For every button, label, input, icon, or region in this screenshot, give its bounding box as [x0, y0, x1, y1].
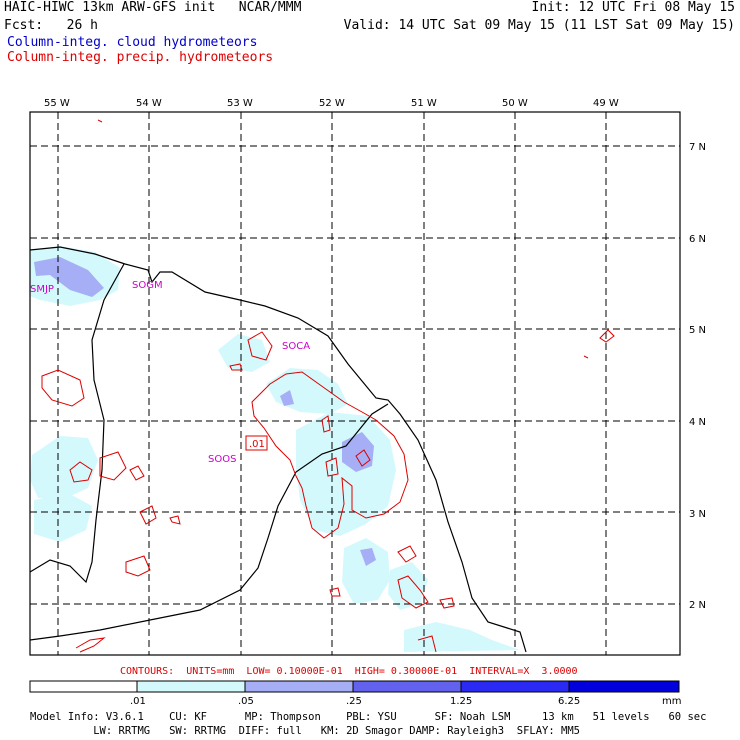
lon-label: 53 W [227, 98, 253, 109]
contour-label-box [245, 435, 268, 451]
colorbar-tick: 6.25 [558, 696, 580, 707]
colorbar-tick: 1.25 [450, 696, 472, 707]
station-label: SOOS [208, 454, 236, 465]
lat-label: 4 N [689, 417, 706, 428]
colorbar-tick: .25 [346, 696, 362, 707]
precip-contours [41, 119, 615, 653]
model-info-line2: LW: RRTMG SW: RRTMG DIFF: full KM: 2D Sm… [30, 725, 580, 737]
grid [30, 112, 680, 655]
lat-label: 6 N [689, 234, 706, 245]
station-label: SOGM [132, 280, 163, 291]
colorbar-tick: .05 [238, 696, 254, 707]
coastlines [29, 246, 527, 653]
colorbar-tick: .01 [130, 696, 146, 707]
colorbar-units: mm [662, 696, 681, 707]
station-labels: SMJP SOGM SOCA SOOS [30, 280, 310, 465]
lat-label: 7 N [689, 142, 706, 153]
map-frame [29, 111, 681, 656]
field-precip-label: Column-integ. precip. hydrometeors [7, 50, 274, 65]
lon-label: 54 W [136, 98, 162, 109]
model-info-line1: Model Info: V3.6.1 CU: KF MP: Thompson P… [30, 711, 707, 723]
lon-label: 52 W [319, 98, 345, 109]
model-title: HAIC-HIWC 13km ARW-GFS init NCAR/MMM [4, 0, 302, 15]
valid-time: Valid: 14 UTC Sat 09 May 15 (11 LST Sat … [343, 18, 735, 33]
station-label: SMJP [30, 284, 54, 295]
contours-info: CONTOURS: UNITS=mm LOW= 0.10000E-01 HIGH… [120, 666, 578, 677]
lat-label: 2 N [689, 600, 706, 611]
longitude-labels: 55 W 54 W 53 W 52 W 51 W 50 W 49 W [44, 98, 619, 109]
station-label: SOCA [282, 341, 310, 352]
lon-label: 51 W [411, 98, 437, 109]
contour-label: .01 [249, 439, 265, 450]
latitude-labels: 7 N 6 N 5 N 4 N 3 N 2 N [689, 142, 706, 611]
field-cloud-label: Column-integ. cloud hydrometeors [7, 35, 258, 50]
lon-label: 55 W [44, 98, 70, 109]
lon-label: 50 W [502, 98, 528, 109]
cloud-shading [30, 246, 520, 652]
init-time: Init: 12 UTC Fri 08 May 15 [531, 0, 736, 15]
lat-label: 5 N [689, 325, 706, 336]
forecast-hour: Fcst: 26 h [4, 18, 98, 33]
colorbar: .01 .05 .25 1.25 6.25 mm [29, 680, 681, 707]
lat-label: 3 N [689, 509, 706, 520]
lon-label: 49 W [593, 98, 619, 109]
